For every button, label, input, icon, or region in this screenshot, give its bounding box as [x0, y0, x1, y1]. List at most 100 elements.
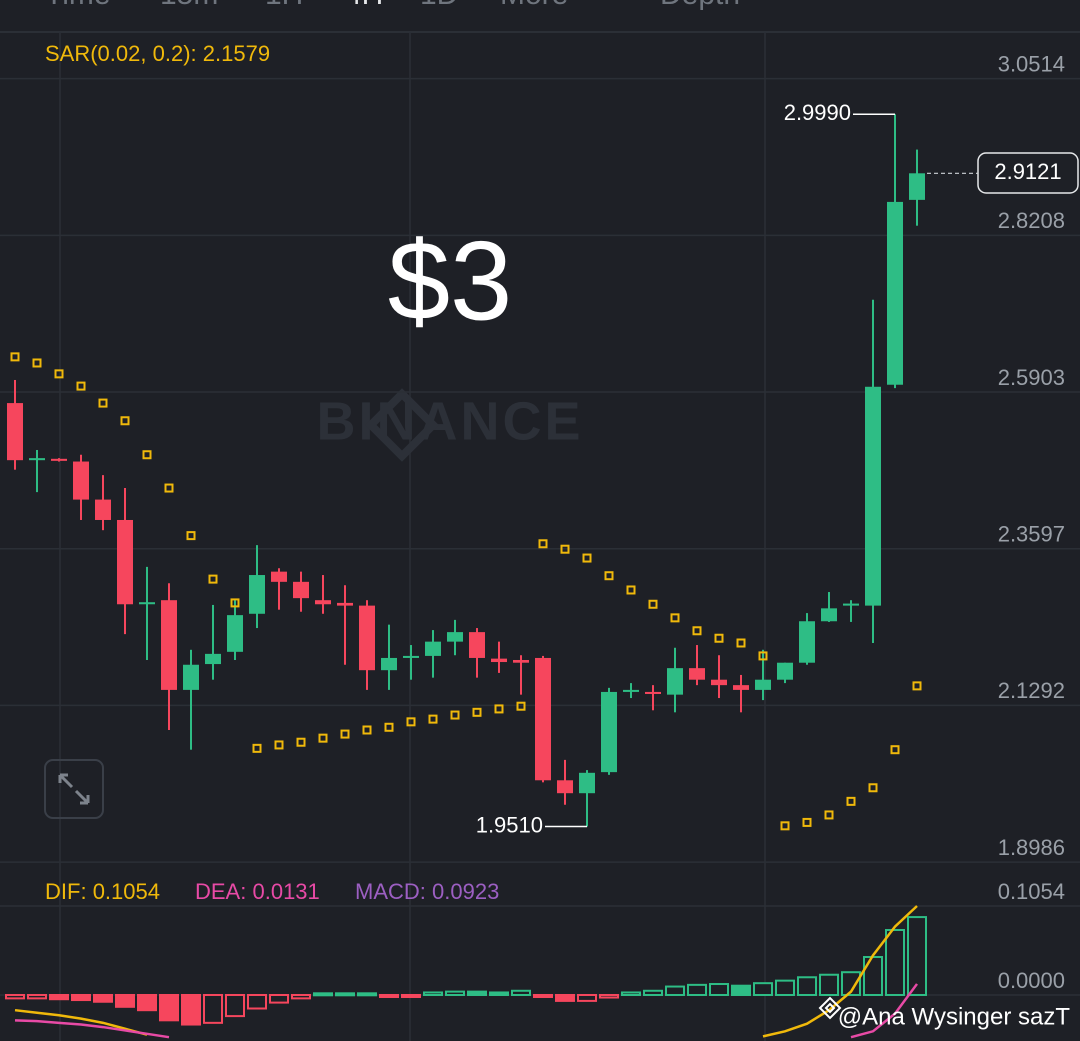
candle-body: [381, 657, 397, 671]
candle-body: [139, 602, 155, 605]
candle-body: [293, 581, 309, 599]
macd-bar: [863, 956, 883, 996]
indicator-line: [14, 983, 919, 1039]
sar-dot: [428, 714, 438, 724]
candle-body: [95, 499, 111, 520]
sar-dot: [32, 358, 42, 368]
sar-dot: [472, 707, 482, 717]
min-label: 1.9510: [476, 812, 543, 837]
candle-body: [909, 173, 925, 200]
sar-dot: [164, 483, 174, 493]
macd-bar: [687, 983, 707, 996]
macd-bar: [313, 992, 333, 997]
sar-legend: SAR(0.02, 0.2): 2.1579: [45, 41, 270, 66]
macd-bar: [357, 992, 377, 997]
sar-dot: [494, 704, 504, 714]
candle-body: [271, 571, 287, 582]
dea-legend: DEA: 0.0131: [195, 879, 320, 904]
candle-body: [359, 605, 375, 671]
sar-dot: [10, 352, 20, 362]
sar-dot: [142, 450, 152, 460]
tab[interactable]: 15m: [160, 0, 218, 11]
candle-body: [117, 519, 133, 605]
y-tick-label: 1.8986: [998, 835, 1065, 860]
macd-bar: [775, 979, 795, 996]
expand-button[interactable]: [44, 759, 104, 819]
sar-dot: [98, 398, 108, 408]
candle-body: [29, 458, 45, 461]
macd-bar: [247, 993, 267, 1010]
y-tick-label: 2.5903: [998, 365, 1065, 390]
candle-body: [535, 657, 551, 781]
tab[interactable]: 1H: [265, 0, 303, 11]
max-label: 2.9990: [784, 100, 851, 125]
sar-dot: [230, 598, 240, 608]
watermark-user: @Ana Wysinger sazT: [838, 1003, 1071, 1030]
sar-dot: [670, 613, 680, 623]
macd-bar: [159, 993, 179, 1022]
candle-body: [205, 653, 221, 665]
tab[interactable]: Depth: [660, 0, 740, 11]
macd-legend: MACD: 0.0923: [355, 879, 499, 904]
candle-body: [623, 689, 639, 692]
tab[interactable]: 1D: [420, 0, 458, 11]
y-tick-label: 2.8208: [998, 208, 1065, 233]
macd-bar: [115, 993, 135, 1008]
candle-body: [887, 201, 903, 385]
candle-body: [161, 600, 177, 690]
sar-dot: [208, 574, 218, 584]
candle-body: [337, 602, 353, 606]
macd-bar: [841, 971, 861, 996]
expand-icon: [58, 773, 90, 805]
macd-bar: [511, 989, 531, 996]
candle-body: [51, 458, 67, 461]
tab[interactable]: 4H: [345, 0, 383, 11]
candle-body: [513, 659, 529, 663]
macd-bar: [291, 993, 311, 1000]
sar-dot: [890, 745, 900, 755]
sar-dot: [340, 729, 350, 739]
candle-body: [689, 668, 705, 680]
candle-body: [579, 772, 595, 794]
macd-bar: [599, 993, 619, 999]
tab[interactable]: More: [500, 0, 568, 11]
indicator-line: [14, 905, 918, 1038]
sar-dot: [780, 821, 790, 831]
tab[interactable]: Time: [45, 0, 111, 11]
candle-body: [711, 679, 727, 686]
sar-dot: [648, 599, 658, 609]
price-label: 2.9121: [994, 159, 1061, 184]
candle-body: [821, 608, 837, 622]
sar-dot: [846, 796, 856, 806]
candle-body: [447, 632, 463, 642]
macd-bar: [907, 916, 927, 996]
macd-bar: [49, 993, 69, 1001]
macd-bar: [181, 993, 201, 1026]
macd-bar: [27, 993, 47, 1000]
candle-body: [491, 658, 507, 663]
sar-dot: [714, 633, 724, 643]
macd-bar: [467, 990, 487, 996]
legend-name: DIF:: [45, 879, 87, 904]
macd-bar: [621, 991, 641, 996]
macd-bar: [577, 993, 597, 1002]
candle-body: [777, 662, 793, 680]
macd-bar: [555, 993, 575, 1002]
macd-bar: [203, 993, 223, 1024]
macd-bar: [885, 928, 905, 996]
y-tick-label: 2.1292: [998, 678, 1065, 703]
y-tick-label: 2.3597: [998, 522, 1065, 547]
sar-dot: [692, 626, 702, 636]
macd-bar: [797, 976, 817, 996]
sar-dot: [758, 651, 768, 661]
candle-body: [799, 621, 815, 663]
macd-bar: [379, 993, 399, 998]
candle-body: [249, 575, 265, 614]
candle-body: [755, 679, 771, 690]
macd-bar: [225, 993, 245, 1018]
macd-bar: [753, 982, 773, 996]
sar-dot: [274, 740, 284, 750]
y-tick-label: 0.1054: [998, 879, 1065, 904]
